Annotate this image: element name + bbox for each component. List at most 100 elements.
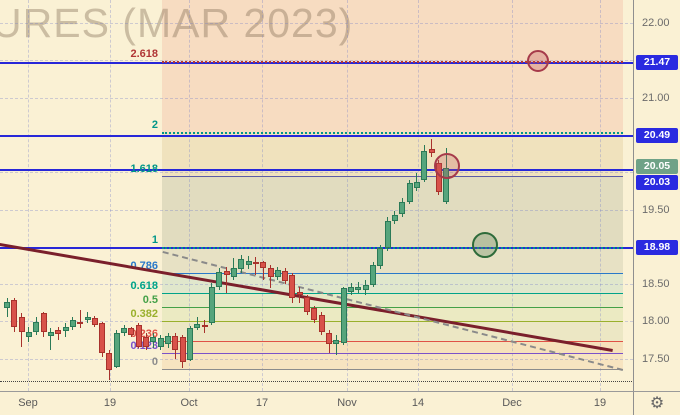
chart-plot-area[interactable]: URES (MAR 2023) 2.618 2 1.618 1 0.786 0.618 0.… [0,0,633,391]
candle-body [165,335,172,344]
fib-zone [162,322,623,342]
gridline-horizontal [0,23,633,24]
gear-icon[interactable]: ⚙ [649,394,665,412]
dotted-horizontal-line[interactable] [0,381,632,382]
candle-body [274,269,281,277]
fib-level-line[interactable] [162,292,623,294]
fib-level-line[interactable] [162,60,623,63]
candle-wick [270,265,272,288]
axis-separator-horizontal [0,391,680,392]
candle-body [143,337,150,347]
candle-body [260,262,267,268]
fib-level-label: 2 [151,119,158,132]
candle-body [135,325,142,347]
time-axis-label: 19 [593,397,607,409]
fib-level-line[interactable] [162,306,623,308]
candle-wick [50,328,52,350]
fib-level-line[interactable] [162,132,623,135]
fib-zone [162,307,623,323]
fib-level-line[interactable] [162,353,623,355]
gridline-vertical [28,0,29,391]
candle-body [252,261,259,264]
candle-body [340,287,347,344]
candle-body [18,316,25,332]
candle-body [40,313,47,332]
time-axis[interactable]: Sep 19 Oct 17 Nov 14 Dec 19 [0,392,633,415]
price-axis-label: 19.50 [642,203,670,216]
gridline-vertical [189,0,190,391]
gridline-horizontal [0,209,633,211]
settings-corner[interactable]: ⚙ [634,392,680,415]
candle-body [179,337,186,363]
gridline-vertical [110,0,111,391]
candle-wick [226,266,228,294]
candle-body [377,248,384,267]
price-axis-label: 17.50 [642,352,670,365]
horizontal-line-drawing[interactable] [0,168,633,171]
gridline-vertical [347,0,348,391]
candle-wick [335,334,337,355]
candle-body [4,302,10,308]
fib-level-line[interactable] [162,368,623,370]
candle-body [91,318,98,326]
price-axis[interactable]: 22.00 21.00 19.50 18.50 18.00 17.50 21.47 20.49… [634,0,680,391]
candle-body [326,333,333,344]
ellipse-drawing[interactable] [434,153,460,179]
time-axis-label: 19 [103,397,117,409]
candle-body [245,260,252,266]
gridline-horizontal [0,97,633,99]
candle-body [25,331,32,338]
fib-level-line[interactable] [162,273,623,275]
fib-level-label: 1.618 [130,163,158,176]
time-axis-label: 14 [411,397,425,409]
price-axis-label: 22.00 [642,17,670,29]
gridline-vertical [600,0,601,391]
candle-body [406,182,413,203]
fib-level-label: 2.618 [130,47,158,60]
candle-body [413,181,420,188]
time-axis-label: Nov [337,397,357,409]
candle-body [113,333,120,367]
ellipse-drawing[interactable] [472,232,498,258]
candle-body [128,328,135,335]
price-badge: 18.98 [636,239,678,255]
candle-body [421,151,428,180]
fib-level-line[interactable] [162,321,623,323]
fib-level-line[interactable] [162,340,623,342]
price-axis-label: 18.50 [642,278,670,291]
symbol-watermark: URES (MAR 2023) [0,0,354,46]
time-axis-label: Sep [18,397,38,409]
candle-wick [431,139,433,158]
candle-body [55,330,62,335]
candle-body [157,337,164,347]
candle-body [69,319,76,328]
candle-wick [79,310,81,329]
candle-body [362,284,369,291]
fib-level-label: 1 [151,233,158,246]
time-axis-label: Dec [502,397,522,409]
fib-zone [162,341,623,355]
price-axis-label: 21.00 [642,91,670,104]
candle-body [208,287,215,323]
candle-body [201,325,208,328]
fib-level-label: 0.123 [0,340,158,352]
candle-body [62,327,69,332]
candle-body [99,322,106,353]
gridline-vertical [418,0,419,391]
candle-body [296,292,303,296]
candle-body [84,316,91,320]
price-badge: 21.47 [636,55,678,71]
candle-body [333,340,340,344]
candle-body [216,272,223,288]
fib-zone [162,61,623,134]
gridline-horizontal [0,358,633,360]
candle-body [187,328,193,361]
fib-level-line[interactable] [162,176,623,178]
candle-body [77,322,84,325]
price-axis-label: 18.00 [642,315,670,328]
candle-body [391,215,398,221]
fib-level-line[interactable] [162,246,623,249]
candle-body [428,149,435,153]
horizontal-line-drawing[interactable] [0,134,633,137]
ellipse-drawing[interactable] [527,50,549,72]
